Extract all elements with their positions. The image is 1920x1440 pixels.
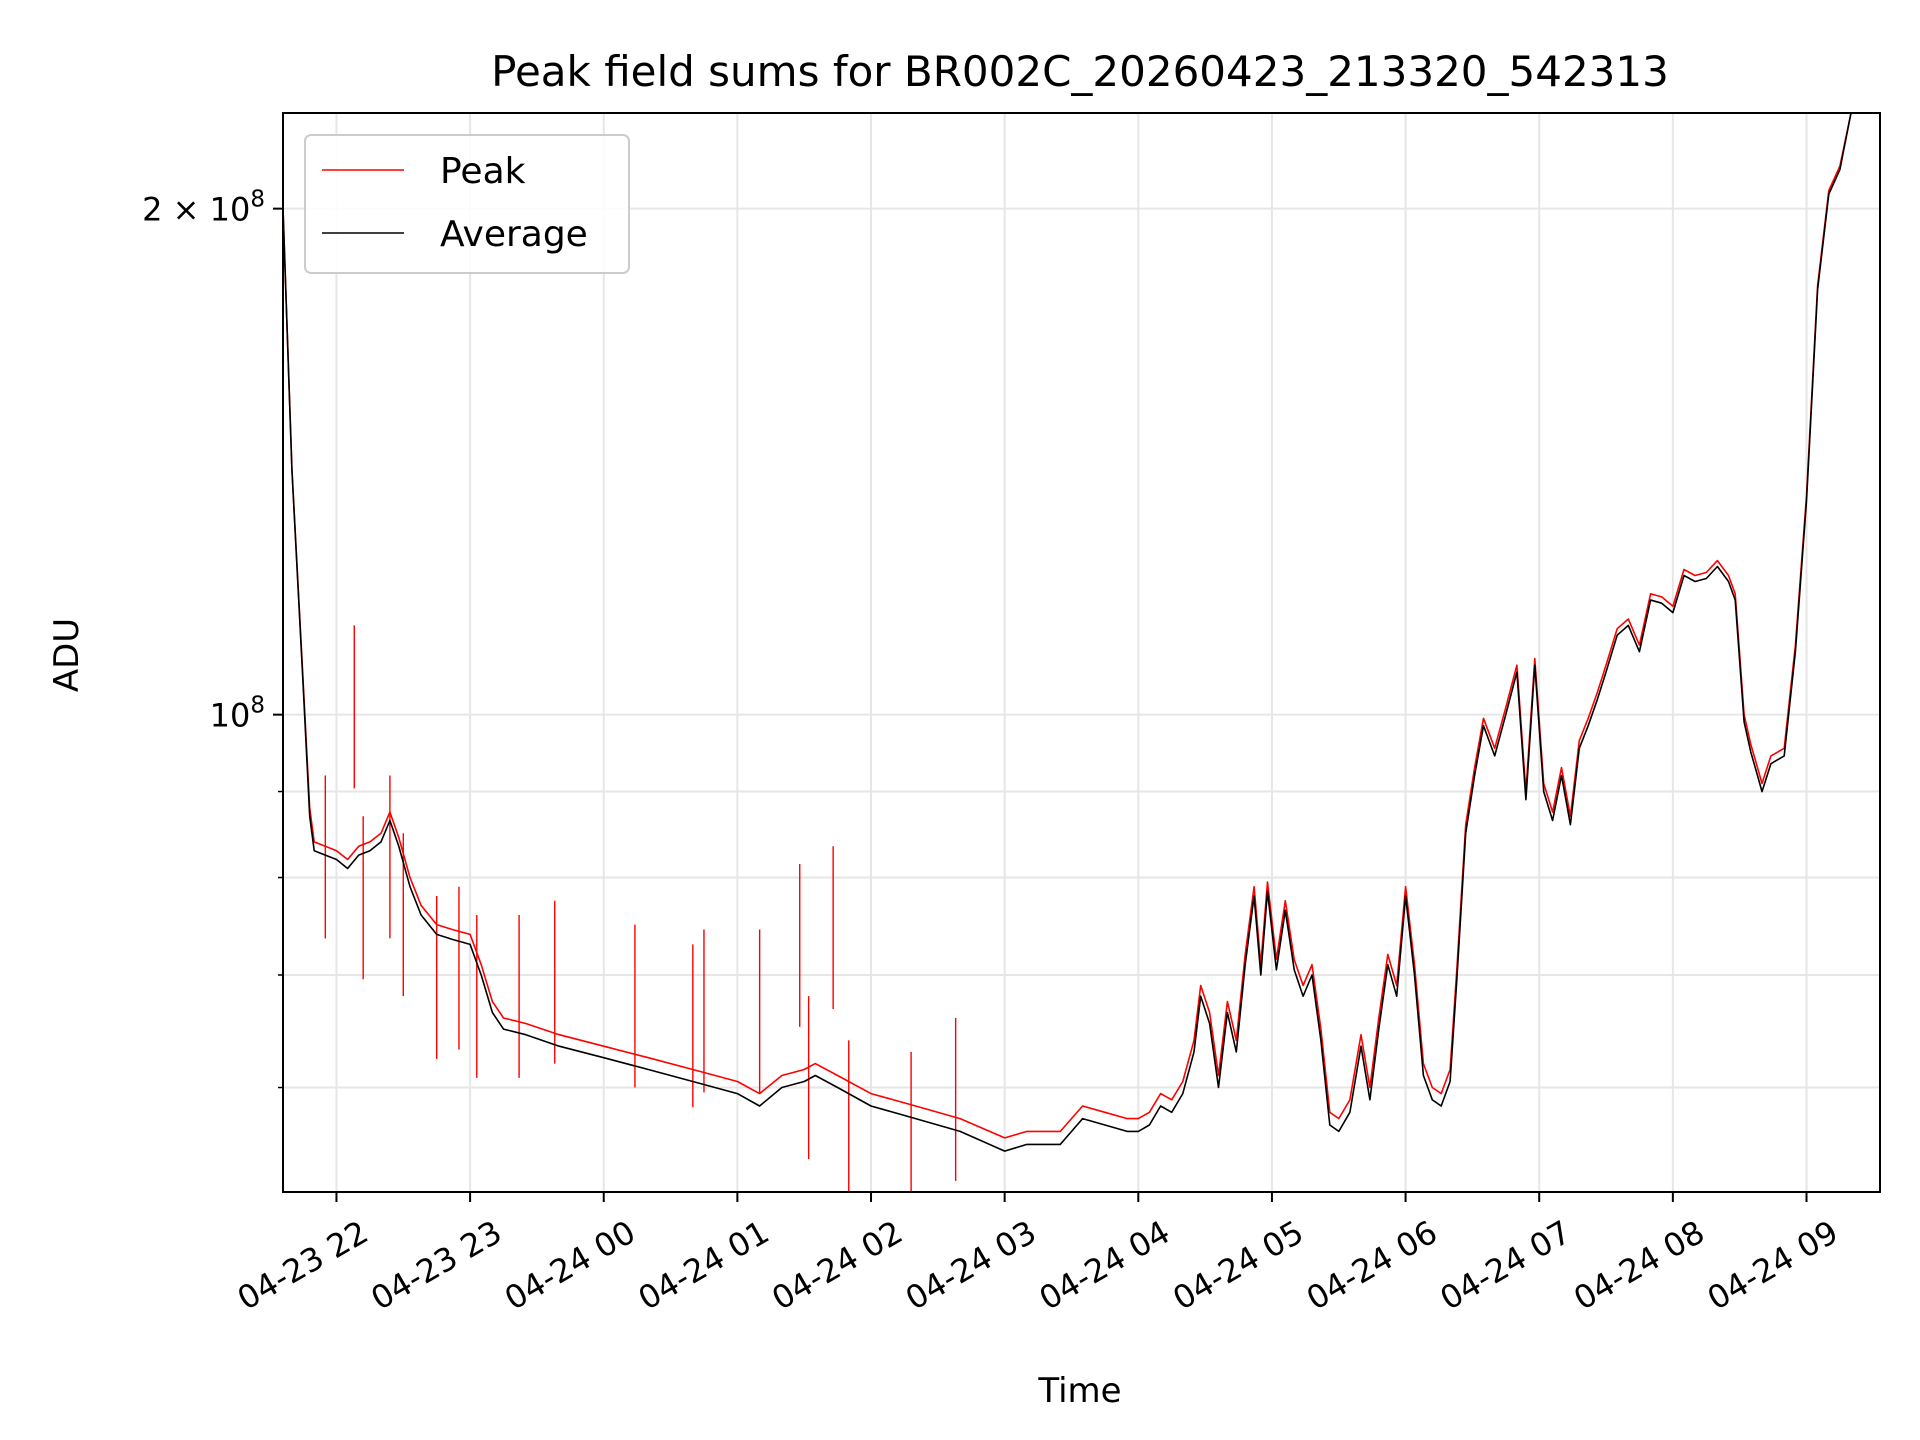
y-axis-ticks: 108 2 × 108 [142, 187, 283, 1089]
plot-frame [282, 112, 1881, 1193]
y-tick-label: 2 × 108 [142, 187, 265, 229]
legend-label-average: Average [440, 214, 588, 255]
series-line-peak [283, 113, 1852, 1139]
x-axis-label: Time [1037, 1371, 1121, 1411]
chart-title: Peak field sums for BR002C_20260423_2133… [491, 47, 1669, 96]
y-axis-label: ADU [47, 618, 87, 692]
y-tick-label: 108 [210, 693, 265, 735]
series-layer [283, 113, 1852, 1192]
legend-label-peak: Peak [440, 151, 526, 192]
series-line-average [283, 113, 1852, 1152]
grid-lines [283, 113, 1880, 1192]
legend: Peak Average [304, 134, 630, 274]
